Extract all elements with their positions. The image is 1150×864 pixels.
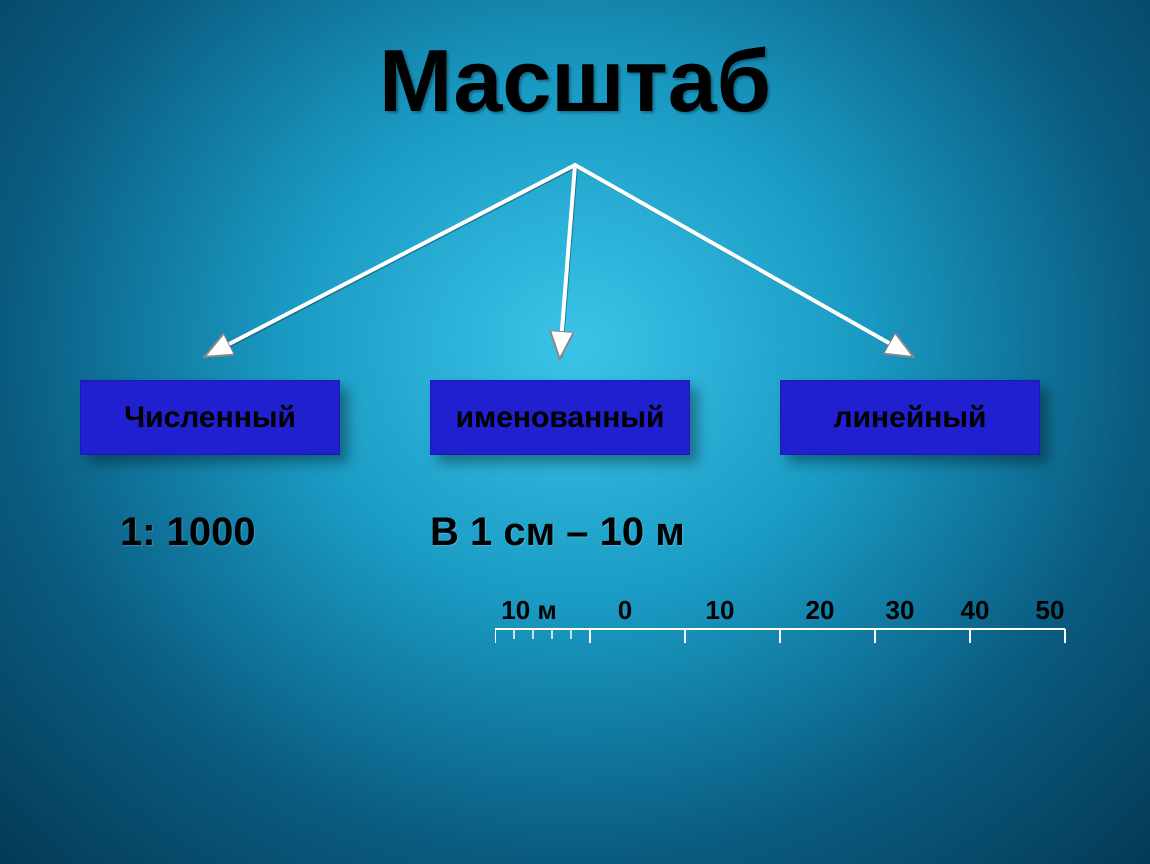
ruler-labels: 10 м 0 10 20 30 40 50 <box>495 595 1095 625</box>
page-title: Масштаб <box>379 30 771 132</box>
ruler-label: 50 <box>1036 595 1065 626</box>
box-named-label: именованный <box>456 401 665 435</box>
box-named: именованный <box>430 380 690 455</box>
ruler-label: 10 <box>706 595 735 626</box>
ruler-label: 30 <box>886 595 915 626</box>
example-named: В 1 см – 10 м <box>430 510 685 555</box>
ruler-label: 20 <box>806 595 835 626</box>
ruler: 10 м 0 10 20 30 40 50 <box>495 595 1095 649</box>
example-numeric: 1: 1000 <box>120 510 256 555</box>
arrows-diagram <box>0 155 1150 375</box>
box-numeric: Численный <box>80 380 340 455</box>
ruler-label: 10 м <box>501 595 556 626</box>
ruler-label: 0 <box>618 595 632 626</box>
ruler-scale <box>495 625 1095 649</box>
box-linear-label: линейный <box>834 401 987 435</box>
box-numeric-label: Численный <box>124 401 296 435</box>
ruler-label: 40 <box>961 595 990 626</box>
box-linear: линейный <box>780 380 1040 455</box>
